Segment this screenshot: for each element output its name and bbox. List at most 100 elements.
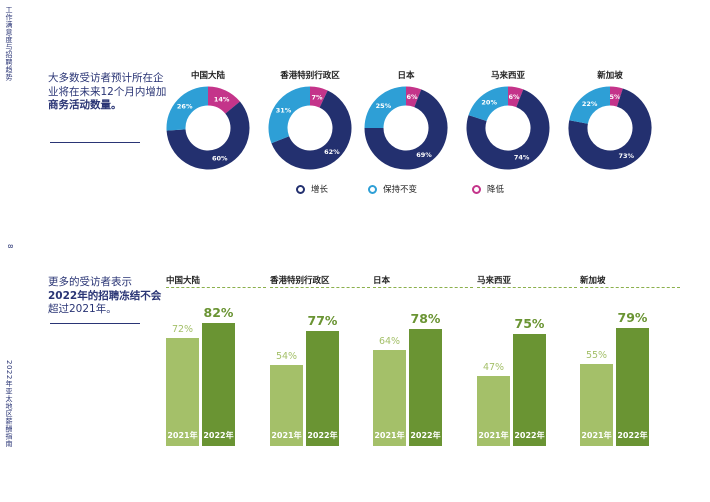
bar-chart: 日本 2021年 64% 2022年 78%	[373, 270, 473, 446]
bar-value-label: 82%	[203, 305, 234, 320]
sidebar-section-title: 工作满意度与招聘趋势	[5, 6, 13, 81]
bar	[166, 338, 199, 446]
intro-text-hiring-freeze: 更多的受访者表示 2022年的招聘冻结不会超过2021年。	[48, 276, 168, 317]
divider-rule	[50, 142, 140, 143]
donut-chart: 马来西亚 6% 74% 20%	[463, 70, 553, 170]
bar	[580, 363, 613, 446]
legend-swatch-icon	[472, 184, 481, 194]
bar	[202, 323, 235, 446]
bar-chart-title: 香港特别行政区	[270, 276, 330, 286]
donut-title: 日本	[397, 71, 415, 81]
donut-slice-label: 73%	[619, 152, 635, 160]
legend-item: 保持不变	[368, 183, 417, 195]
bar-year-label: 2021年	[478, 431, 509, 440]
bar	[373, 350, 406, 446]
bar-value-label: 64%	[378, 336, 401, 347]
bar-chart: 马来西亚 2021年 47% 2022年 75%	[477, 270, 577, 446]
donut-slice-label: 7%	[311, 93, 323, 101]
bar-year-label: 2022年	[617, 431, 648, 440]
donut-slice-label: 22%	[582, 100, 598, 108]
bar	[477, 375, 510, 446]
bar-chart-divider	[373, 287, 473, 288]
bar-year-label: 2022年	[203, 431, 234, 440]
intro1-part1: 大多数受访者预计所在企业将在未来12个月内增加	[48, 72, 167, 98]
intro1-part2-bold: 商务活动数量。	[48, 99, 122, 111]
donut-title: 香港特别行政区	[280, 71, 340, 81]
bar-value-label: 75%	[514, 315, 545, 331]
donut-slice-label: 31%	[276, 107, 292, 115]
divider-rule	[50, 323, 140, 324]
bar-chart: 新加坡 2021年 55% 2022年 79%	[580, 270, 680, 446]
donut-slice-label: 62%	[324, 148, 340, 156]
bar-year-label: 2021年	[581, 431, 612, 440]
donut-slice	[166, 101, 250, 170]
legend-item: 增长	[296, 183, 328, 195]
donut-chart: 新加坡 5% 73% 22%	[565, 70, 655, 170]
donut-slice-label: 20%	[481, 99, 497, 107]
donut-slice-label: 6%	[406, 93, 418, 101]
bar-year-label: 2022年	[514, 431, 545, 440]
bar-value-label: 54%	[275, 351, 298, 362]
bar	[270, 365, 303, 446]
bar-chart-divider	[270, 287, 370, 288]
donut-title: 中国大陆	[190, 71, 225, 81]
bar-value-label: 78%	[410, 311, 441, 326]
donut-slice	[405, 86, 422, 108]
bar-year-label: 2021年	[374, 431, 405, 440]
legend-swatch-icon	[296, 184, 305, 194]
donut-slice	[364, 89, 448, 170]
donut-slice	[568, 88, 652, 170]
donut-chart-group: 中国大陆 14% 60% 26% 香港特别行政区 7% 62% 31% 日本 6% 69% 25% 马来…	[0, 70, 710, 180]
bar-value-label: 47%	[482, 361, 505, 373]
donut-slice-label: 26%	[177, 103, 193, 111]
legend-item: 降低	[472, 183, 504, 195]
intro2-part2-bold: 2022年的招聘冻结不会	[48, 289, 162, 302]
donut-slice	[507, 86, 524, 108]
donut-slice	[207, 86, 240, 115]
donut-title: 新加坡	[597, 71, 623, 81]
intro-text-business-activity: 大多数受访者预计所在企业将在未来12个月内增加商务活动数量。	[48, 72, 168, 113]
bar-year-label: 2022年	[410, 431, 441, 440]
legend-label: 降低	[487, 185, 505, 195]
donut-slice	[569, 86, 611, 125]
donut-slice	[364, 86, 407, 129]
donut-slice	[309, 86, 328, 108]
donut-slice-label: 6%	[508, 93, 520, 101]
bar	[306, 330, 339, 446]
bar-year-label: 2021年	[167, 431, 198, 440]
donut-slice	[609, 86, 623, 107]
bar-chart: 中国大陆 2021年 72% 2022年 82%	[166, 270, 266, 446]
donut-slice	[268, 86, 311, 144]
donut-slice-label: 14%	[214, 96, 230, 104]
bar-value-label: 79%	[617, 309, 648, 325]
bar-chart-title: 马来西亚	[477, 276, 512, 286]
legend-swatch-icon	[368, 184, 377, 194]
donut-slice-label: 25%	[376, 102, 392, 110]
donut-slice-label: 74%	[514, 154, 530, 162]
bar	[616, 327, 649, 446]
donut-slice	[468, 86, 509, 122]
intro2-part3: 超过2021年。	[48, 303, 117, 315]
donut-chart: 香港特别行政区 7% 62% 31%	[265, 70, 355, 170]
sidebar-publication-title: 2022年亚太地区薪酬指南	[5, 360, 13, 448]
intro2-part1: 更多的受访者表示	[48, 276, 132, 288]
donut-slice-label: 60%	[212, 154, 228, 162]
donut-svg: 14% 60% 26%	[166, 86, 250, 170]
donut-title: 马来西亚	[490, 71, 525, 81]
bar-value-label: 77%	[307, 312, 338, 328]
bar-year-label: 2022年	[307, 431, 338, 440]
donut-svg: 7% 62% 31%	[268, 86, 352, 170]
donut-slice-label: 5%	[609, 93, 621, 101]
legend-label: 保持不变	[383, 185, 418, 195]
donut-chart: 日本 6% 69% 25%	[361, 70, 451, 170]
donut-legend: 增长 保持不变 降低	[0, 183, 710, 197]
bar-chart-title: 中国大陆	[166, 276, 201, 286]
bar-chart-title: 日本	[373, 276, 391, 286]
bar-chart-divider	[166, 287, 266, 288]
donut-slice-label: 69%	[416, 151, 432, 159]
donut-svg: 6% 69% 25%	[364, 86, 448, 170]
bar	[513, 333, 546, 446]
donut-chart: 中国大陆 14% 60% 26%	[163, 70, 253, 170]
bar-chart-divider	[477, 287, 577, 288]
donut-slice	[466, 89, 550, 170]
